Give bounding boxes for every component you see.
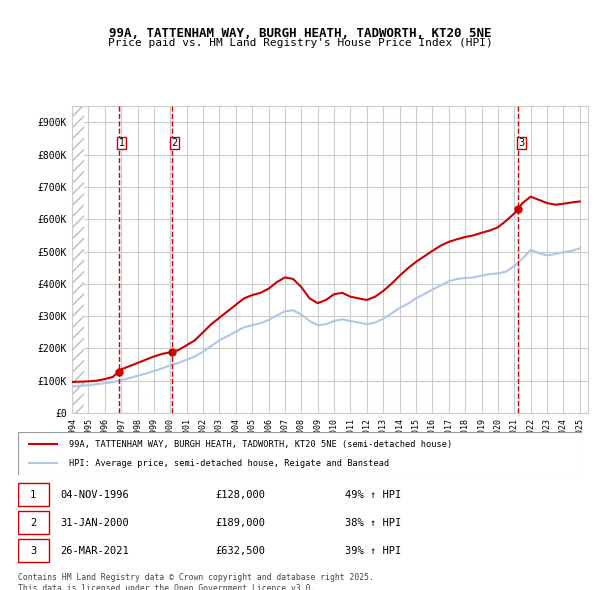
Text: 3: 3 [518, 138, 524, 148]
Text: 39% ↑ HPI: 39% ↑ HPI [345, 546, 401, 556]
FancyBboxPatch shape [18, 483, 49, 506]
Text: 1: 1 [119, 138, 125, 148]
Text: Contains HM Land Registry data © Crown copyright and database right 2025.
This d: Contains HM Land Registry data © Crown c… [18, 573, 374, 590]
Text: 99A, TATTENHAM WAY, BURGH HEATH, TADWORTH, KT20 5NE: 99A, TATTENHAM WAY, BURGH HEATH, TADWORT… [109, 27, 491, 40]
Text: 49% ↑ HPI: 49% ↑ HPI [345, 490, 401, 500]
FancyBboxPatch shape [18, 432, 582, 475]
Text: 26-MAR-2021: 26-MAR-2021 [60, 546, 129, 556]
Text: 31-JAN-2000: 31-JAN-2000 [60, 518, 129, 527]
Text: 2: 2 [172, 138, 178, 148]
Text: 1: 1 [30, 490, 37, 500]
FancyBboxPatch shape [18, 539, 49, 562]
Text: £128,000: £128,000 [215, 490, 265, 500]
Text: 99A, TATTENHAM WAY, BURGH HEATH, TADWORTH, KT20 5NE (semi-detached house): 99A, TATTENHAM WAY, BURGH HEATH, TADWORT… [69, 440, 452, 449]
Text: £189,000: £189,000 [215, 518, 265, 527]
Text: 2: 2 [30, 518, 37, 527]
FancyBboxPatch shape [18, 512, 49, 534]
Text: £632,500: £632,500 [215, 546, 265, 556]
Text: 04-NOV-1996: 04-NOV-1996 [60, 490, 129, 500]
Text: HPI: Average price, semi-detached house, Reigate and Banstead: HPI: Average price, semi-detached house,… [69, 458, 389, 467]
Text: 3: 3 [30, 546, 37, 556]
Text: Price paid vs. HM Land Registry's House Price Index (HPI): Price paid vs. HM Land Registry's House … [107, 38, 493, 48]
Text: 38% ↑ HPI: 38% ↑ HPI [345, 518, 401, 527]
